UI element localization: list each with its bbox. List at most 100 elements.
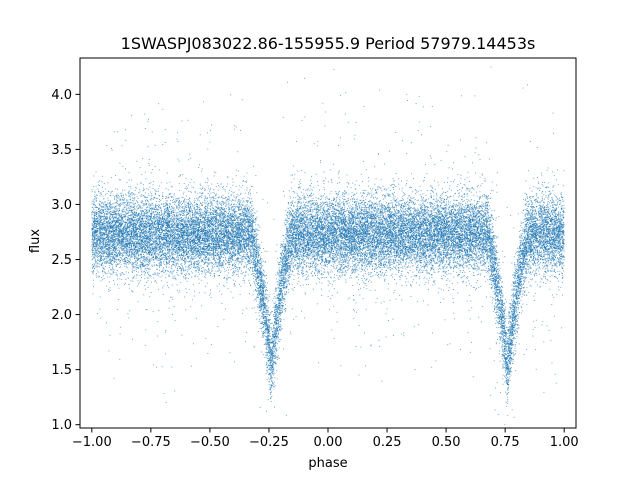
data-point (373, 208, 375, 210)
data-point (472, 250, 474, 252)
data-point (192, 204, 194, 206)
data-point (395, 283, 397, 285)
data-point (176, 284, 178, 286)
data-point (473, 188, 475, 190)
data-point (214, 206, 216, 208)
data-point (391, 264, 393, 266)
data-point (336, 258, 338, 260)
data-point (525, 252, 527, 254)
data-point (266, 356, 268, 358)
data-point (336, 266, 338, 268)
data-point (109, 289, 111, 291)
data-point (313, 239, 315, 240)
data-point (529, 271, 531, 273)
data-point (179, 244, 181, 246)
data-point (259, 260, 261, 262)
data-point (522, 303, 524, 305)
data-point (248, 250, 250, 252)
data-point (115, 264, 117, 266)
data-point (510, 369, 512, 371)
data-point (119, 254, 121, 256)
data-point (411, 241, 413, 243)
data-point (445, 238, 446, 240)
data-point (554, 264, 556, 266)
data-point (299, 258, 301, 260)
data-point (267, 324, 269, 325)
data-point (154, 203, 156, 205)
data-point (111, 244, 113, 246)
data-point (342, 274, 343, 276)
data-point (555, 195, 557, 197)
data-point (320, 236, 322, 237)
data-point (185, 214, 187, 216)
data-point (179, 224, 181, 226)
data-point (182, 206, 184, 208)
data-point (312, 265, 313, 267)
data-point (363, 217, 365, 219)
data-point (525, 271, 527, 272)
data-point (328, 224, 329, 226)
data-point (406, 215, 408, 217)
data-point (159, 266, 160, 268)
data-point (514, 269, 516, 271)
data-point (406, 261, 408, 263)
data-point (182, 257, 184, 258)
data-point (301, 202, 303, 204)
data-point (372, 188, 374, 190)
data-point (190, 306, 192, 308)
data-point (431, 190, 433, 192)
data-point (306, 208, 308, 209)
data-point (533, 214, 535, 216)
data-point (196, 216, 197, 218)
data-point (453, 259, 455, 261)
data-point (484, 209, 486, 211)
data-point (143, 254, 145, 255)
data-point (328, 273, 330, 275)
data-point (545, 214, 547, 215)
data-point (266, 351, 268, 353)
data-point (342, 237, 344, 239)
data-point (348, 221, 350, 223)
data-point (458, 209, 460, 211)
data-point (177, 158, 179, 160)
data-point (409, 198, 411, 200)
data-point (110, 207, 111, 209)
data-point (241, 232, 243, 233)
data-point (224, 198, 226, 199)
data-point (360, 207, 362, 209)
data-point (306, 205, 308, 207)
data-point (210, 292, 212, 294)
data-point (114, 248, 116, 250)
data-point (430, 246, 432, 248)
data-point (514, 344, 516, 346)
data-point (439, 216, 441, 218)
data-point (219, 203, 221, 205)
data-point (152, 234, 154, 235)
data-point (257, 284, 259, 286)
data-point (367, 258, 369, 260)
data-point (425, 206, 427, 207)
data-point (466, 300, 468, 302)
data-point (437, 292, 439, 294)
data-point (415, 215, 417, 217)
data-point (548, 191, 550, 192)
data-point (201, 205, 203, 206)
data-point (455, 205, 456, 207)
data-point (347, 298, 349, 300)
data-point (522, 287, 524, 288)
data-point (518, 303, 520, 305)
data-point (365, 249, 367, 251)
data-point (523, 287, 525, 289)
data-point (440, 255, 442, 257)
data-point (451, 235, 453, 237)
data-point (193, 343, 194, 345)
data-point (225, 240, 227, 242)
data-point (101, 209, 103, 211)
data-point (295, 265, 297, 267)
data-point (229, 217, 230, 219)
data-point (107, 182, 109, 184)
data-point (335, 265, 337, 267)
data-point (352, 271, 354, 273)
data-point (532, 202, 533, 204)
data-point (518, 263, 520, 265)
